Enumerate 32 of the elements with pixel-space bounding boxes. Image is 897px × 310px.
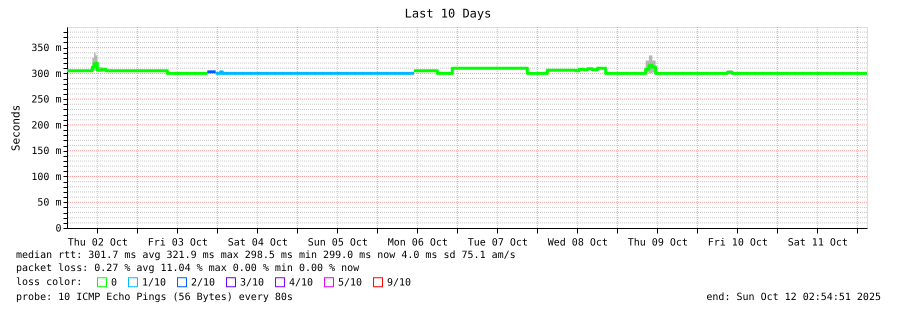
legend-label: 4/10: [289, 277, 314, 288]
y-tick-label: 350 m: [31, 43, 62, 54]
legend-title: loss color:: [16, 277, 82, 288]
legend-label: 0: [111, 277, 118, 288]
y-tick-label: 300 m: [31, 68, 62, 80]
x-tick-label: Sun 05 Oct: [308, 238, 368, 248]
legend-label: 1/10: [142, 277, 166, 288]
y-tick-label: 100 m: [31, 172, 62, 183]
legend-label: 5/10: [338, 277, 362, 288]
text: end: Sun Oct 12 02:54:51 2025: [706, 292, 881, 303]
x-tick-label: Sat 04 Oct: [228, 238, 288, 248]
chart-title: Last 10 Days: [404, 6, 492, 20]
text: packet loss: 0.27 % avg 11.04 % max 0.00 % min 0.00 % now: [16, 263, 360, 274]
x-tick-label: Thu 02 Oct: [68, 238, 128, 248]
y-axis-title: Seconds: [9, 104, 22, 152]
x-tick-label: Tue 07 Oct: [468, 238, 528, 248]
x-tick-label: Mon 06 Oct: [388, 238, 448, 248]
x-tick-label: Fri 03 Oct: [148, 238, 208, 248]
y-tick-label: 250 m: [31, 94, 62, 106]
x-tick-label: Sat 11 Oct: [788, 238, 848, 248]
y-tick-label: 150 m: [31, 146, 62, 158]
y-tick-label: 50 m: [37, 198, 62, 209]
x-tick-label: Thu 09 Oct: [628, 238, 688, 248]
legend-label: 3/10: [240, 277, 264, 288]
y-tick-label: 200 m: [31, 120, 62, 132]
legend-label: 9/10: [387, 277, 412, 288]
x-tick-label: Fri 10 Oct: [708, 238, 768, 248]
y-tick-label: 0: [55, 224, 62, 234]
text: probe: 10 ICMP Echo Pings (56 Bytes) every 80s: [16, 292, 293, 303]
text: median rtt: 301.7 ms avg 321.9 ms max 298.5 ms min 299.0 ms now 4.0 ms sd 75.1 am/s: [16, 250, 516, 261]
x-tick-label: Wed 08 Oct: [548, 238, 608, 248]
legend-label: 2/10: [191, 277, 216, 288]
